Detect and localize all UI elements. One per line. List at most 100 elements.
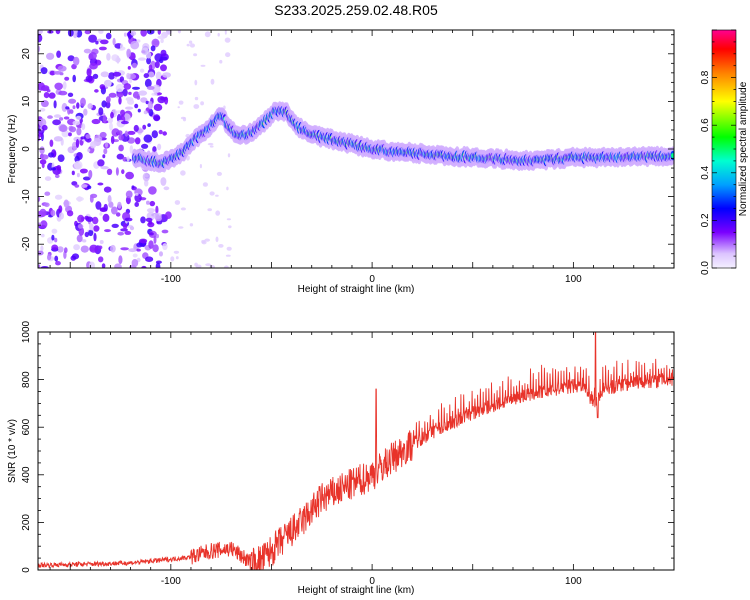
- spectrogram-noise-blob: [116, 55, 120, 64]
- spectrogram-noise-blob: [156, 220, 163, 225]
- spectrogram-y-tick-label: 10: [21, 95, 32, 107]
- spectrogram-noise-blob: [228, 225, 232, 229]
- spectrogram-noise-blob: [144, 179, 149, 187]
- spectrogram-noise-blob: [49, 70, 56, 76]
- spectrogram-noise-blob: [125, 106, 134, 110]
- spectrogram-noise-blob: [207, 208, 212, 212]
- spectrogram-noise-blob: [104, 229, 111, 233]
- spectrogram-noise-blob: [140, 216, 146, 224]
- spectrogram-y-tick-label: -10: [21, 189, 32, 204]
- snr-x-tick-label: -100: [161, 576, 181, 587]
- spectrogram-noise-blob: [39, 208, 47, 217]
- spectrogram-noise-blob: [57, 154, 65, 162]
- spectrogram-noise-blob: [225, 52, 231, 58]
- spectrogram-noise-blob: [194, 79, 198, 86]
- spectrogram-noise-blob: [88, 34, 97, 43]
- spectrogram-noise-blob: [155, 215, 162, 222]
- spectrogram-noise-blob: [112, 71, 122, 77]
- spectrogram-noise-blob: [55, 174, 60, 179]
- spectrogram-noise-blob: [122, 88, 128, 97]
- spectrogram-noise-blob: [68, 132, 72, 137]
- spectrogram-noise-blob: [77, 224, 84, 229]
- spectrogram-noise-blob: [178, 100, 184, 105]
- spectrogram-noise-blob: [128, 248, 137, 253]
- spectrogram-noise-blob: [38, 33, 43, 43]
- snr-y-tick-label: 400: [21, 466, 32, 483]
- spectrogram-noise-blob: [200, 101, 205, 106]
- spectrogram-noise-blob: [87, 103, 93, 110]
- spectrogram-noise-blob: [142, 43, 150, 51]
- spectrogram-x-tick-label: -100: [161, 274, 181, 285]
- spectrogram-noise-blob: [143, 134, 153, 143]
- spectrogram-noise-blob: [41, 100, 49, 108]
- spectrogram-noise-blob: [116, 153, 125, 160]
- spectrogram-noise-blob: [131, 62, 138, 69]
- spectrogram-noise-blob: [47, 115, 53, 119]
- spectrogram-noise-blob: [118, 96, 122, 105]
- snr-series-line: [38, 332, 674, 570]
- spectrogram-noise-blob: [44, 191, 51, 196]
- spectrogram-noise-blob: [226, 218, 231, 221]
- spectrogram-noise-blob: [100, 166, 109, 170]
- spectrogram-noise-blob: [71, 253, 80, 260]
- spectrogram-noise-blob: [131, 185, 135, 189]
- spectrogram-noise-blob: [148, 240, 154, 249]
- spectrogram-noise-blob: [77, 214, 85, 223]
- spectrogram-noise-blob: [38, 250, 44, 256]
- spectrogram-noise-blob: [207, 142, 214, 146]
- spectrogram-noise-blob: [121, 169, 125, 175]
- spectrogram-noise-blob: [38, 132, 43, 138]
- spectrogram-noise-blob: [98, 256, 104, 263]
- spectrogram-noise-blob: [102, 115, 107, 123]
- spectrogram-noise-blob: [159, 251, 163, 257]
- spectrogram-noise-blob: [116, 130, 123, 136]
- spectrogram-noise-blob: [225, 254, 231, 257]
- spectrogram-noise-blob: [137, 108, 141, 113]
- spectrogram-noise-blob: [138, 57, 146, 61]
- spectrogram-noise-blob: [63, 116, 70, 120]
- snr-x-tick-label: 100: [565, 576, 582, 587]
- spectrogram-noise-blob: [84, 215, 90, 220]
- spectrogram-noise-blob: [139, 68, 145, 73]
- spectrogram-noise-blob: [67, 92, 74, 98]
- spectrogram-noise-blob: [40, 245, 44, 252]
- spectrogram-noise-blob: [53, 71, 62, 75]
- spectrogram-noise-blob: [89, 223, 94, 231]
- spectrogram-marks: [38, 30, 674, 268]
- spectrogram-y-tick-label: 20: [21, 48, 32, 60]
- spectrogram-noise-blob: [80, 136, 86, 140]
- spectrogram-noise-blob: [93, 232, 97, 242]
- spectrogram-noise-blob: [146, 57, 152, 65]
- spectrogram-noise-blob: [153, 103, 163, 111]
- spectrogram-noise-blob: [116, 91, 124, 98]
- colorbar-axes: 0.0 0.2 0.4 0.6 0.8: [700, 29, 736, 275]
- spectrogram-noise-blob: [53, 100, 57, 109]
- spectrogram-noise-blob: [204, 31, 211, 38]
- spectrogram-noise-blob: [227, 153, 231, 158]
- spectrogram-noise-blob: [99, 84, 106, 90]
- spectrogram-noise-blob: [128, 91, 132, 95]
- spectrogram-noise-blob: [52, 119, 61, 126]
- spectrogram-noise-blob: [59, 117, 64, 121]
- spectrogram-noise-blob: [146, 200, 150, 205]
- spectrogram-noise-blob: [97, 182, 104, 186]
- spectrogram-noise-blob: [49, 139, 54, 147]
- spectrogram-noise-blob: [88, 229, 94, 237]
- spectrogram-noise-blob: [54, 237, 58, 243]
- spectrogram-noise-blob: [88, 261, 95, 268]
- spectrogram-noise-blob: [161, 229, 169, 234]
- spectrogram-noise-blob: [78, 227, 85, 236]
- spectrogram-noise-blob: [107, 81, 112, 87]
- spectrogram-noise-blob: [83, 108, 88, 116]
- spectrogram-noise-blob: [193, 104, 200, 109]
- spectrogram-noise-blob: [145, 256, 154, 263]
- spectrogram-noise-blob: [178, 226, 184, 229]
- spectrogram-noise-blob: [163, 186, 170, 191]
- spectrogram-noise-blob: [134, 103, 139, 109]
- spectrogram-noise-blob: [53, 114, 62, 118]
- spectrogram-noise-blob: [38, 222, 43, 227]
- spectrogram-noise-blob: [81, 123, 86, 130]
